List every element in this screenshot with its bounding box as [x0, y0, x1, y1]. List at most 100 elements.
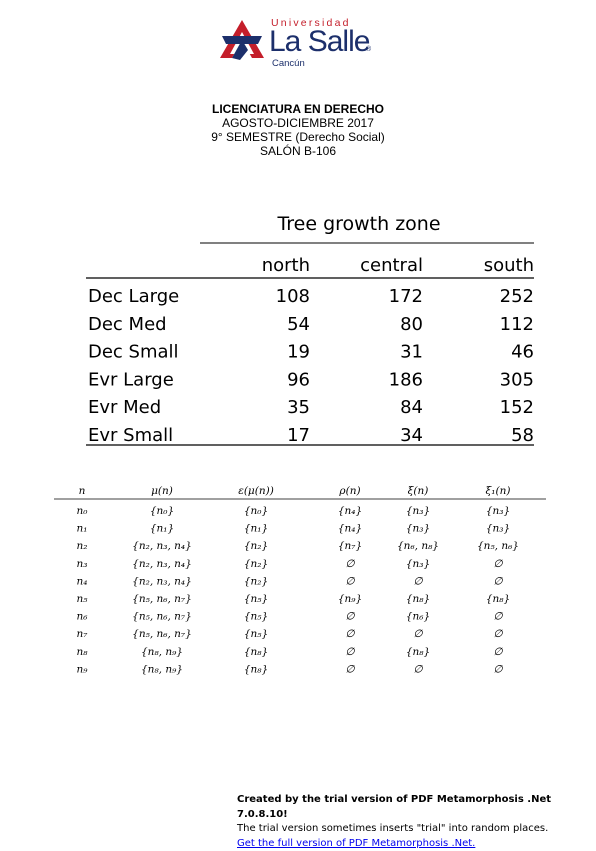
col-header-central: central: [360, 255, 423, 276]
semester-line: 9° SEMESTRE (Derecho Social): [0, 130, 596, 144]
trial-created-line: Created by the trial version of PDF Meta…: [237, 793, 587, 822]
cell-value: 108: [276, 286, 310, 307]
node-cell: {n₂, n₃, n₄}: [132, 575, 192, 587]
col-header-south: south: [484, 255, 534, 276]
node-cell: {n₆, n₈}: [397, 540, 439, 552]
la-salle-star-icon: [218, 18, 266, 62]
cell-value: 252: [500, 286, 534, 307]
node-cell: {n₃}: [486, 523, 510, 535]
node-cell: {n₈, n₉}: [141, 646, 183, 658]
cell-value: 80: [400, 314, 423, 335]
node-cell: {n₉}: [338, 593, 362, 605]
node-cell: {n₇}: [338, 540, 362, 552]
node-cell: ∅: [493, 575, 503, 587]
document-header: LICENCIATURA EN DERECHO AGOSTO-DICIEMBRE…: [0, 102, 596, 158]
program-title: LICENCIATURA EN DERECHO: [0, 102, 596, 116]
row-label: Evr Small: [88, 425, 173, 446]
cell-value: 172: [389, 286, 423, 307]
node-cell: ∅: [345, 558, 355, 570]
full-version-link[interactable]: Get the full version of PDF Metamorphosi…: [237, 837, 587, 851]
node-cell: ∅: [413, 628, 423, 640]
node-cell: {n₃}: [406, 558, 430, 570]
period-line: AGOSTO-DICIEMBRE 2017: [0, 116, 596, 130]
node-table-body: n₀{n₀}{n₀}{n₄}{n₃}{n₃}n₁{n₁}{n₁}{n₄}{n₃}…: [77, 505, 519, 675]
node-cell: ∅: [493, 646, 503, 658]
logo-la-salle-text: La Salle: [269, 25, 369, 59]
node-cell: {n₅}: [244, 593, 268, 605]
node-cell: {n₅, n₆, n₇}: [132, 628, 192, 640]
node-col-header: ξ₁(n): [486, 485, 511, 497]
node-cell: ∅: [413, 575, 423, 587]
cell-value: 84: [400, 397, 423, 418]
node-row-label: n₂: [77, 540, 88, 552]
cell-value: 19: [287, 342, 310, 363]
node-col-header: μ(n): [151, 485, 173, 497]
logo-campus-text: Cancún: [272, 58, 305, 69]
node-cell: {n₈}: [406, 593, 430, 605]
node-cell: ∅: [345, 611, 355, 623]
node-row-label: n₇: [77, 628, 89, 640]
cell-value: 305: [500, 369, 534, 390]
cell-value: 46: [511, 342, 534, 363]
node-row-label: n₁: [77, 523, 88, 535]
tree-table-title: Tree growth zone: [276, 213, 440, 235]
cell-value: 34: [400, 425, 423, 446]
node-cell: ∅: [493, 663, 503, 675]
node-cell: {n₀}: [150, 505, 174, 517]
node-cell: {n₂}: [244, 540, 268, 552]
tree-growth-table: Tree growth zone north central south Dec…: [80, 195, 554, 472]
node-cell: {n₄}: [338, 523, 362, 535]
node-cell: {n₈}: [486, 593, 510, 605]
node-row-label: n₉: [77, 663, 89, 675]
node-cell: ∅: [345, 646, 355, 658]
node-cell: {n₃}: [486, 505, 510, 517]
node-cell: {n₂, n₃, n₄}: [132, 540, 192, 552]
room-line: SALÓN B-106: [0, 144, 596, 158]
node-row-label: n₆: [77, 611, 89, 623]
node-cell: ∅: [345, 628, 355, 640]
node-cell: {n₃}: [406, 505, 430, 517]
cell-value: 35: [287, 397, 310, 418]
node-cell: {n₆}: [406, 611, 430, 623]
node-cell: {n₁}: [150, 523, 174, 535]
node-row-label: n₄: [77, 575, 88, 587]
node-cell: {n₈}: [406, 646, 430, 658]
node-cell: {n₂, n₃, n₄}: [132, 558, 192, 570]
node-cell: {n₈}: [244, 663, 268, 675]
node-row-label: n₅: [77, 593, 89, 605]
node-cell: ∅: [413, 663, 423, 675]
node-cell: ∅: [345, 575, 355, 587]
node-cell: {n₅, n₆, n₇}: [132, 593, 192, 605]
cell-value: 54: [287, 314, 310, 335]
trial-warning-line: The trial version sometimes inserts "tri…: [237, 822, 587, 837]
row-label: Dec Large: [88, 286, 179, 307]
row-label: Dec Small: [88, 342, 179, 363]
node-cell: ∅: [345, 663, 355, 675]
row-label: Dec Med: [88, 314, 167, 335]
node-cell: {n₅, n₆, n₇}: [132, 611, 192, 623]
node-row-label: n₈: [77, 646, 89, 658]
logo-registered-mark: ®: [366, 46, 371, 53]
row-label: Evr Med: [88, 397, 161, 418]
node-row-label: n₃: [77, 558, 88, 570]
node-col-header: ρ(n): [338, 485, 360, 497]
cell-value: 17: [287, 425, 310, 446]
node-cell: ∅: [493, 628, 503, 640]
node-cell: {n₄}: [338, 505, 362, 517]
node-col-header: ξ(n): [408, 485, 429, 497]
cell-value: 58: [511, 425, 534, 446]
node-cell: {n₈}: [244, 646, 268, 658]
node-row-label: n₀: [77, 505, 89, 517]
node-cell: {n₅}: [244, 611, 268, 623]
node-cell: ∅: [493, 611, 503, 623]
node-col-header: n: [79, 485, 86, 497]
row-label: Evr Large: [88, 369, 174, 390]
cell-value: 186: [389, 369, 423, 390]
cell-value: 112: [500, 314, 534, 335]
node-col-header: ε(μ(n)): [238, 485, 274, 497]
node-cell: ∅: [493, 558, 503, 570]
trial-notice: Created by the trial version of PDF Meta…: [237, 793, 587, 851]
university-logo: Universidad La Salle ® Cancún: [218, 16, 378, 70]
cell-value: 152: [500, 397, 534, 418]
